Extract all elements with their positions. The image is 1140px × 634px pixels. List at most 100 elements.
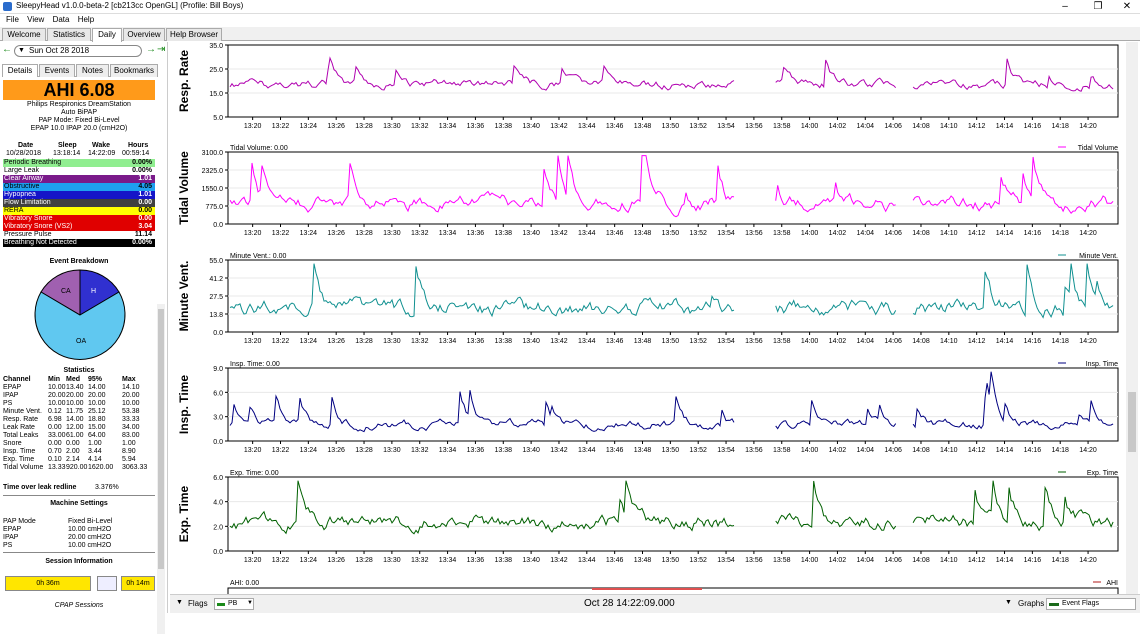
- close-icon[interactable]: ✕: [1122, 1, 1132, 12]
- x-tick-label: 14:02: [829, 338, 847, 345]
- x-tick-label: 14:04: [857, 338, 875, 345]
- flags-chevron-icon[interactable]: ▼: [176, 599, 183, 606]
- graph-legend: Tidal Volume: [1078, 145, 1118, 152]
- x-tick-label: 13:50: [662, 447, 680, 454]
- x-tick-label: 13:30: [383, 338, 401, 345]
- x-tick-label: 13:34: [439, 230, 457, 237]
- stats-cell: 5.94: [122, 456, 136, 463]
- current-datetime: Oct 28 14:22:09.000: [584, 598, 675, 609]
- graph-tidal-volume[interactable]: Tidal Volume: 0.00 Tidal Volume Tidal Volu…: [172, 142, 1122, 244]
- y-tick-label: 41.2: [209, 276, 223, 283]
- tab-events[interactable]: Events: [39, 64, 75, 77]
- menu-data[interactable]: Data: [52, 15, 70, 24]
- tab-details[interactable]: Details: [2, 64, 38, 77]
- x-tick-label: 14:00: [801, 447, 819, 454]
- title-bar: SleepyHead v1.0.0-beta-2 [cb213cc OpenGL…: [0, 0, 1140, 14]
- graph-minute-vent[interactable]: Minute Vent.: 0.00 Minute Vent. Minute Ven…: [172, 250, 1122, 352]
- x-tick-label: 13:46: [606, 557, 624, 564]
- x-tick-label: 13:36: [467, 230, 485, 237]
- graph-exp-time[interactable]: Exp. Time: 0.00 Exp. Time Exp. Time 6.0 4.0 2…: [172, 467, 1122, 571]
- x-tick-label: 13:32: [411, 447, 429, 454]
- x-tick-label: 14:06: [884, 447, 902, 454]
- x-tick-label: 14:18: [1051, 230, 1069, 237]
- tab-overview[interactable]: Overview: [123, 28, 165, 41]
- event-row[interactable]: Obstructive 4.05: [3, 183, 155, 191]
- app-icon: [3, 2, 12, 11]
- tab-statistics[interactable]: Statistics: [47, 28, 91, 41]
- event-row[interactable]: Pressure Pulse 11.14: [3, 231, 155, 239]
- tab-bookmarks[interactable]: Bookmarks: [110, 64, 158, 77]
- x-tick-label: 14:06: [884, 338, 902, 345]
- last-day-arrow-icon[interactable]: ⇥: [157, 44, 166, 55]
- x-tick-label: 13:58: [773, 447, 791, 454]
- graph-ylabel: Exp. Time: [177, 485, 191, 542]
- graphs-chevron-icon[interactable]: ▼: [1005, 599, 1012, 606]
- setting-label: PS: [3, 542, 13, 549]
- x-tick-label: 13:26: [327, 123, 345, 130]
- x-tick-label: 13:24: [300, 338, 318, 345]
- y-tick-label: 5.0: [213, 115, 223, 122]
- next-day-arrow-icon[interactable]: →: [146, 44, 156, 55]
- stats-cell: 0.10: [48, 456, 62, 463]
- x-tick-label: 13:26: [327, 557, 345, 564]
- x-tick-label: 13:40: [522, 123, 540, 130]
- graphs-dropdown[interactable]: Graphs: [1018, 599, 1045, 608]
- event-row[interactable]: Flow Limitation 0.00: [3, 199, 155, 207]
- y-tick-label: 2.0: [213, 524, 223, 531]
- event-row[interactable]: Breathing Not Detected 0.00%: [3, 239, 155, 247]
- x-tick-label: 13:30: [383, 557, 401, 564]
- date-picker[interactable]: ▼ Sun Oct 28 2018: [14, 45, 142, 57]
- menu-file[interactable]: File: [6, 15, 19, 24]
- x-tick-label: 14:12: [968, 230, 986, 237]
- x-tick-label: 13:32: [411, 338, 429, 345]
- window-title: SleepyHead v1.0.0-beta-2 [cb213cc OpenGL…: [16, 1, 244, 10]
- stats-cell: 2.00: [66, 448, 80, 455]
- tab-help-browser[interactable]: Help Browser: [166, 28, 222, 41]
- y-tick-label: 0.0: [213, 330, 223, 337]
- maximize-icon[interactable]: ❐: [1093, 1, 1103, 12]
- tab-welcome[interactable]: Welcome: [2, 28, 46, 41]
- left-scrollbar[interactable]: [157, 304, 165, 634]
- stats-header: Channel: [3, 376, 31, 383]
- event-label: Obstructive: [4, 183, 40, 190]
- graph-resp-rate[interactable]: Resp. Rate 35.0 25.0 15.0 5.0 13:20 13:22 13:24…: [172, 42, 1122, 137]
- event-row[interactable]: RERA 0.00: [3, 207, 155, 215]
- event-row[interactable]: Vibratory Snore (VS2) 3.04: [3, 223, 155, 231]
- x-tick-label: 14:06: [884, 557, 902, 564]
- x-tick-label: 13:46: [606, 447, 624, 454]
- event-row[interactable]: Hypopnea 1.01: [3, 191, 155, 199]
- graph-ylabel: Resp. Rate: [177, 50, 191, 112]
- menu-view[interactable]: View: [27, 15, 45, 24]
- machine-settings-title: Machine Settings: [50, 500, 108, 507]
- graph-ahi[interactable]: AHI: 0.00 AHI: [172, 573, 1122, 595]
- x-tick-label: 14:20: [1079, 123, 1097, 130]
- tab-daily[interactable]: Daily: [92, 28, 122, 42]
- pie-label-ca: CA: [61, 288, 71, 295]
- minimize-icon[interactable]: –: [1062, 1, 1068, 12]
- event-row[interactable]: Periodic Breathing 0.00%: [3, 159, 155, 167]
- stats-cell: 20.00: [48, 392, 66, 399]
- stats-cell: 4.14: [88, 456, 102, 463]
- menu-help[interactable]: Help: [77, 15, 95, 24]
- graph-scrollbar[interactable]: [1126, 42, 1138, 594]
- session-2-bar[interactable]: 0h 14m: [121, 576, 155, 591]
- x-tick-label: 13:20: [244, 447, 262, 454]
- event-row[interactable]: Large Leak 0.00%: [3, 167, 155, 175]
- y-tick-label: 6.0: [213, 390, 223, 397]
- prev-day-arrow-icon[interactable]: ←: [2, 44, 12, 55]
- x-tick-label: 13:54: [717, 447, 735, 454]
- event-row[interactable]: Clear Airway 1.01: [3, 175, 155, 183]
- tab-notes[interactable]: Notes: [76, 64, 109, 77]
- stats-channel: PS: [3, 400, 13, 407]
- event-row[interactable]: Vibratory Snore 0.00: [3, 215, 155, 223]
- session-1-bar[interactable]: 0h 36m: [5, 576, 91, 591]
- setting-label: PAP Mode: [3, 518, 36, 525]
- graph-insp-time[interactable]: Insp. Time: 0.00 Insp. Time Insp. Time 9.0 6…: [172, 358, 1122, 461]
- event-flags-dropdown[interactable]: Event Flags: [1046, 598, 1136, 610]
- waveform-trace: [912, 371, 1114, 431]
- flags-dropdown[interactable]: Flags: [188, 599, 208, 608]
- waveform-trace: [912, 263, 1114, 319]
- x-tick-label: 13:46: [606, 123, 624, 130]
- x-tick-label: 13:36: [467, 123, 485, 130]
- pb-dropdown[interactable]: PB ▼: [214, 598, 254, 610]
